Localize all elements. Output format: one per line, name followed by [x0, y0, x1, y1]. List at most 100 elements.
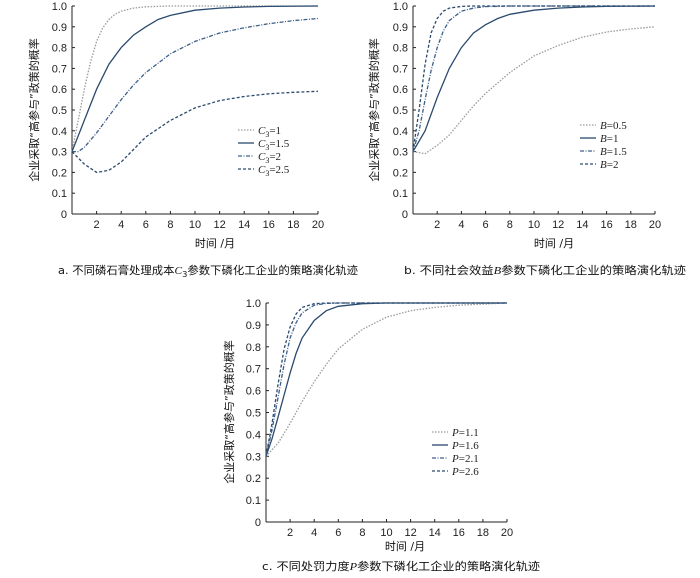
- y-tick-label: 0.1: [246, 495, 261, 507]
- y-tick-label: 0.2: [52, 167, 67, 179]
- y-tick-label: 0.3: [246, 451, 261, 463]
- y-tick-label: 0.9: [393, 22, 408, 34]
- y-tick-label: 0.6: [393, 84, 408, 96]
- x-tick-label: 6: [483, 219, 489, 231]
- x-axis-title: 时间 /月: [534, 237, 574, 250]
- x-tick-label: 4: [118, 219, 124, 231]
- y-tick-label: 0.2: [393, 167, 408, 179]
- x-tick-label: 12: [552, 219, 564, 231]
- legend: P=1.1P=1.6P=2.1P=2.6: [432, 427, 479, 478]
- y-tick-label: 0: [255, 517, 261, 529]
- x-tick-label: 16: [600, 219, 612, 231]
- series-line-2: [71, 5, 319, 152]
- y-tick-label: 0.8: [246, 342, 261, 354]
- x-tick-label: 16: [263, 219, 275, 231]
- x-tick-label: 2: [434, 219, 440, 231]
- y-tick-label: 1.0: [52, 1, 67, 13]
- y-tick-label: 0.9: [52, 22, 67, 34]
- y-tick-label: 0.6: [246, 386, 261, 398]
- x-tick-label: 2: [94, 219, 100, 231]
- y-tick-label: 0.8: [393, 43, 408, 55]
- y-tick-label: 0.1: [52, 188, 67, 200]
- y-tick-label: 0.9: [246, 320, 261, 332]
- x-tick-label: 20: [501, 527, 513, 539]
- x-tick-label: 16: [453, 527, 465, 539]
- x-tick-label: 4: [458, 219, 464, 231]
- y-axis-title: 企业采取“高参与”政策的概率: [367, 38, 381, 181]
- x-tick-label: 14: [238, 219, 250, 231]
- x-tick-label: 20: [312, 219, 324, 231]
- y-tick-label: 0.5: [246, 408, 261, 420]
- series-line-1: [412, 26, 656, 155]
- x-tick-label: 6: [143, 219, 149, 231]
- x-tick-label: 10: [380, 527, 392, 539]
- x-tick-label: 18: [477, 527, 489, 539]
- y-tick-label: 0.5: [52, 105, 67, 117]
- series-line-4: [412, 5, 655, 152]
- series-line-4: [71, 90, 319, 174]
- y-tick-label: 0.5: [393, 105, 408, 117]
- x-tick-label: 18: [287, 219, 299, 231]
- x-tick-label: 12: [213, 219, 225, 231]
- x-tick-label: 6: [335, 527, 341, 539]
- y-tick-label: 0.3: [52, 147, 67, 159]
- x-tick-label: 14: [576, 219, 588, 231]
- y-tick-label: 0.1: [393, 188, 408, 200]
- legend-label: C3=1.5: [258, 138, 290, 152]
- y-tick-label: 0.6: [52, 84, 67, 96]
- x-tick-label: 8: [167, 219, 173, 231]
- y-tick-label: 0.2: [246, 473, 261, 485]
- series-line-3: [265, 302, 507, 457]
- y-tick-label: 0: [402, 209, 408, 221]
- y-axis-title: 企业采取“高参与”政策的概率: [222, 340, 236, 483]
- legend-label: C3=2.5: [258, 164, 290, 178]
- legend-label: B=0.5: [600, 120, 627, 132]
- figure-caption: a. 不同磷石膏处理成本 C3参数下磷化工企业的策略演化轨迹: [58, 263, 358, 279]
- x-tick-label: 12: [404, 527, 416, 539]
- x-tick-label: 20: [649, 219, 661, 231]
- chart-a: 0 0.1 0.2 0.3 0.4 0.5 0.6 0.7 0.8 0.9 1.0 2 4 6 8 10 12 1…: [27, 1, 358, 279]
- y-tick-label: 0: [61, 209, 67, 221]
- y-tick-label: 0.7: [393, 63, 408, 75]
- x-tick-label: 18: [625, 219, 637, 231]
- legend-label: P=2.6: [451, 466, 479, 478]
- y-axis-title: 企业采取“高参与”政策的概率: [27, 38, 41, 181]
- y-tick-label: 0.4: [246, 429, 261, 441]
- y-tick-label: 1.0: [393, 1, 408, 13]
- y-tick-label: 0.7: [246, 364, 261, 376]
- series-line-3: [412, 5, 655, 152]
- x-tick-label: 2: [287, 527, 293, 539]
- y-tick-label: 1.0: [246, 298, 261, 310]
- x-tick-label: 4: [311, 527, 317, 539]
- x-axis-title: 时间 /月: [385, 540, 425, 553]
- legend-label: B=1.5: [600, 146, 627, 158]
- legend-label: B=2: [600, 159, 618, 171]
- y-tick-label: 0.8: [52, 43, 67, 55]
- x-tick-label: 8: [359, 527, 365, 539]
- series-line-1: [265, 302, 508, 457]
- legend-label: P=1.6: [451, 440, 479, 452]
- x-tick-label: 14: [429, 527, 441, 539]
- series-line-1: [71, 5, 318, 152]
- legend-label: C3=2: [258, 151, 281, 165]
- series-line-2: [412, 5, 656, 152]
- legend-label: C3=1: [258, 125, 281, 139]
- legend: B=0.5B=1B=1.5B=2: [580, 120, 627, 171]
- figure-caption: b. 不同社会效益 B参数下磷化工企业的策略演化轨迹: [404, 263, 686, 277]
- y-tick-label: 0.4: [393, 126, 408, 138]
- x-tick-label: 10: [189, 219, 201, 231]
- y-tick-label: 0.3: [393, 147, 408, 159]
- x-tick-label: 8: [507, 219, 513, 231]
- x-tick-label: 10: [528, 219, 540, 231]
- figure-caption: c. 不同处罚力度 P参数下磷化工企业的策略演化轨迹: [262, 559, 540, 573]
- legend-label: B=1: [600, 133, 618, 145]
- chart-b: 0 0.1 0.2 0.3 0.4 0.5 0.6 0.7 0.8 0.9 1.0 2 4 6 8 10 12 1…: [367, 1, 686, 277]
- legend-label: P=2.1: [451, 453, 479, 465]
- chart-c: 0 0.1 0.2 0.3 0.4 0.5 0.6 0.7 0.8 0.9 1.0 2 4 6 8 10 12 1…: [222, 298, 540, 573]
- y-tick-label: 0.4: [52, 126, 67, 138]
- legend-label: P=1.1: [451, 427, 479, 439]
- x-axis-title: 时间 /月: [195, 237, 235, 250]
- legend: C3=1C3=1.5C3=2C3=2.5: [238, 125, 290, 178]
- y-tick-label: 0.7: [52, 63, 67, 75]
